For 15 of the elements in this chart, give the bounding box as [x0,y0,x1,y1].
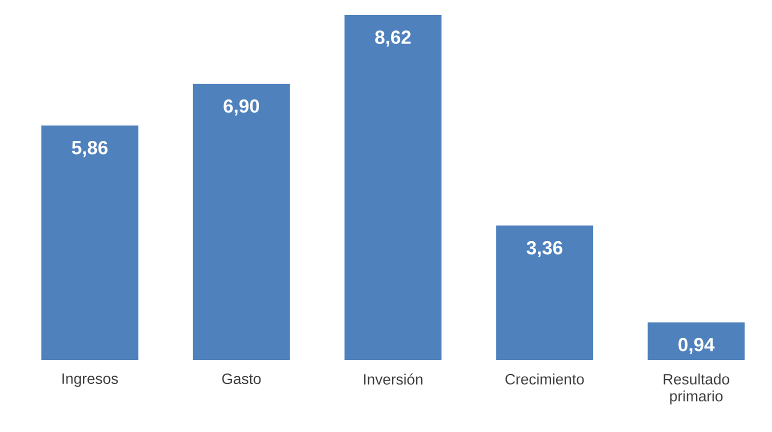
bar [192,84,290,360]
data-label: 8,62 [375,30,411,47]
x-tick-label: Inversión [364,374,422,385]
data-label: 6,90 [224,99,260,116]
bar [344,14,442,360]
x-tick-label: Resultado primario [664,374,730,404]
x-tick-label: Ingresos [62,374,118,387]
data-label: 3,36 [526,241,562,258]
bar [41,125,138,360]
x-tick-label: Gasto [222,374,261,384]
bar [496,226,594,360]
x-tick-label: Crecimiento [506,374,584,384]
data-label: 0,94 [678,338,715,354]
data-label: 5,86 [72,140,108,158]
bar [648,322,745,360]
